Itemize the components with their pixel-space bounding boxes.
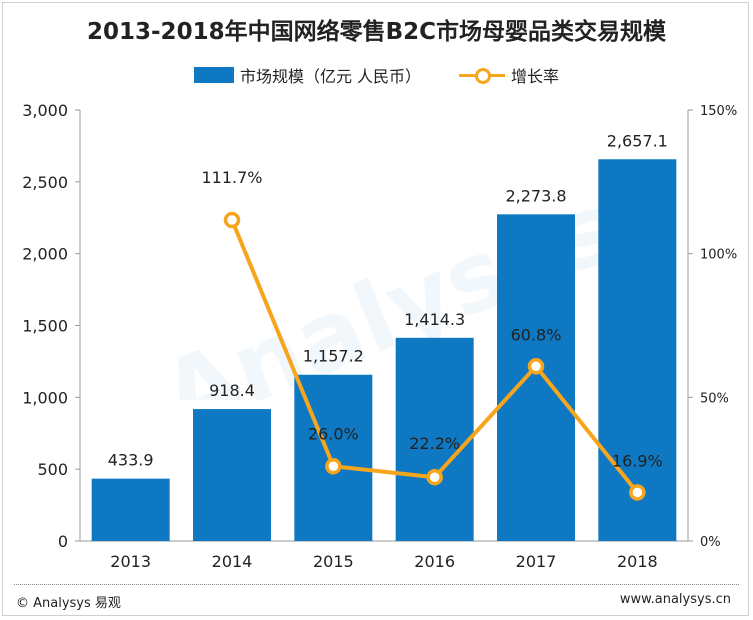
x-tick-label: 2016 [414, 552, 455, 571]
y-right-tick-label: 100% [700, 248, 737, 263]
y-left-tick-label: 500 [37, 460, 68, 479]
legend-item-market-size: 市场规模（亿元 人民币） [193, 63, 422, 87]
bar-value-label: 918.4 [209, 381, 255, 400]
bar-2014 [193, 409, 271, 541]
bar-value-label: 1,414.3 [404, 310, 465, 329]
x-tick-label: 2017 [516, 552, 557, 571]
growth-point-2017 [527, 358, 545, 375]
growth-value-label: 26.0% [308, 424, 359, 443]
legend-bar-swatch [193, 67, 234, 83]
x-tick-label: 2015 [313, 552, 354, 571]
x-tick-label: 2014 [212, 552, 253, 571]
growth-point-2016 [426, 468, 443, 486]
bar-2013 [91, 478, 170, 541]
growth-value-label: 60.8% [511, 325, 562, 344]
footer-copyright: © Analysys 易观 [16, 596, 121, 611]
labels-layer: 433.9 918.4 1,157.2 1,414.3 2,273.8 2,657.1 11… [108, 131, 668, 470]
legend-bar-label: 市场规模（亿元 人民币） [239, 67, 422, 86]
growth-value-label: 16.9% [612, 451, 663, 470]
bar-value-label: 2,657.1 [607, 131, 668, 150]
axes-layer: 0 500 1,000 1,500 2,000 2,500 3,000 0% 50% 100% 15… [22, 101, 737, 571]
y-right-tick-label: 0% [700, 535, 721, 550]
x-tick-label: 2013 [110, 552, 151, 571]
footer-divider [14, 584, 739, 585]
growth-point-2015 [325, 458, 342, 475]
y-left-tick-label: 1,500 [22, 317, 68, 336]
bars-layer [91, 159, 677, 541]
line-layer [223, 211, 646, 501]
chart-legend: 市场规模（亿元 人民币） 增长率 [0, 64, 753, 86]
y-left-tick-label: 1,000 [22, 388, 68, 407]
bar-value-label: 1,157.2 [303, 347, 364, 366]
y-right-tick-label: 50% [700, 391, 729, 406]
x-tick-label: 2018 [617, 552, 658, 571]
chart-title: 2013-2018年中国网络零售B2C市场母婴品类交易规模 [87, 19, 666, 45]
growth-value-label: 111.7% [201, 168, 262, 187]
y-left-tick-label: 3,000 [22, 101, 68, 120]
y-left-tick-label: 0 [58, 532, 68, 551]
bar-value-label: 433.9 [108, 451, 154, 470]
bar-value-label: 2,273.8 [505, 186, 566, 205]
growth-value-label: 22.2% [409, 434, 460, 453]
legend-line-label: 增长率 [511, 67, 560, 86]
growth-point-2014 [223, 211, 241, 229]
bar-2018 [598, 159, 677, 541]
legend-item-growth-rate: 增长率 [459, 63, 559, 87]
legend-line-swatch [459, 66, 506, 84]
growth-point-2018 [629, 484, 646, 501]
y-left-tick-label: 2,000 [22, 245, 68, 264]
y-left-tick-label: 2,500 [22, 173, 68, 192]
footer-url: www.analysys.cn [619, 592, 731, 607]
bar-2016 [395, 337, 474, 541]
y-right-tick-label: 150% [700, 104, 737, 119]
bar-2017 [497, 214, 575, 541]
